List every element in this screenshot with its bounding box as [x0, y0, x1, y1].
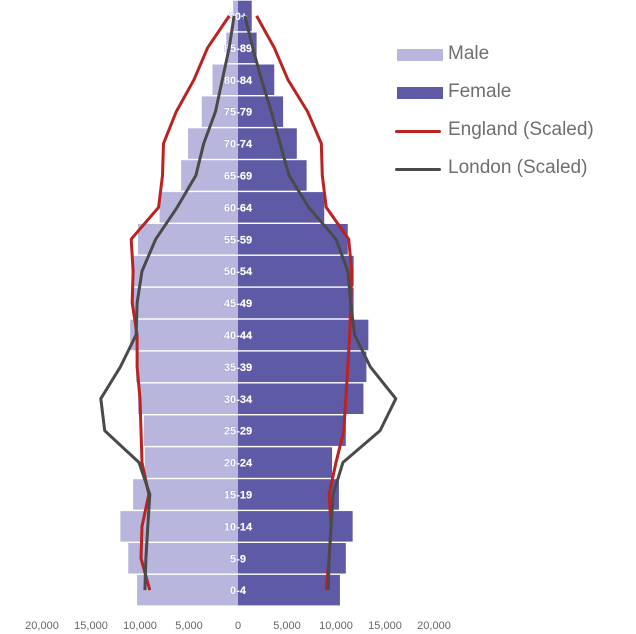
- age-label: 10-14: [224, 521, 253, 533]
- x-tick-label: 20,000: [25, 620, 59, 632]
- age-label: 15-19: [224, 489, 252, 501]
- x-tick-label: 5,000: [273, 620, 301, 632]
- age-label: 50-54: [224, 266, 253, 278]
- age-label: 25-29: [224, 426, 252, 438]
- age-label: 75-79: [224, 107, 252, 119]
- x-tick-label: 20,000: [417, 620, 451, 632]
- age-label: 20-24: [224, 458, 253, 470]
- age-label: 80-84: [224, 75, 253, 87]
- age-label: 70-74: [224, 139, 253, 151]
- bar-male-10-14: [120, 511, 238, 542]
- bar-male-90+: [233, 0, 238, 32]
- bar-male-40-44: [130, 319, 238, 351]
- bar-female-0-4: [238, 574, 340, 606]
- x-axis-ticks: 20,000 15,000 10,000 5,000 0 5,000 10,000 15,00…: [25, 620, 451, 632]
- bar-male-30-34: [138, 383, 238, 414]
- bar-male-45-49: [133, 287, 238, 319]
- bar-female-15-19: [238, 479, 339, 510]
- legend-line-london: [395, 168, 441, 171]
- legend-label-london: London (Scaled): [448, 157, 588, 178]
- x-tick-label: 0: [235, 620, 241, 632]
- age-label: 5-9: [230, 553, 246, 565]
- bar-male-35-39: [136, 351, 238, 383]
- bar-female-10-14: [238, 511, 353, 542]
- bar-male-0-4: [137, 574, 238, 606]
- bar-female-25-29: [238, 415, 346, 446]
- age-label: 55-59: [224, 234, 252, 246]
- bar-female-45-49: [238, 287, 354, 319]
- x-tick-label: 10,000: [319, 620, 353, 632]
- legend-label-england: England (Scaled): [448, 119, 594, 140]
- bar-female-20-24: [238, 447, 333, 478]
- line-london-male: [99, 15, 236, 591]
- bar-female-30-34: [238, 383, 364, 414]
- bar-female-35-39: [238, 351, 367, 383]
- bar-male-85-89: [226, 32, 238, 64]
- bar-male-70-74: [188, 128, 238, 159]
- legend-line-england: [395, 130, 441, 133]
- x-tick-label: 15,000: [74, 620, 108, 632]
- line-london-female: [243, 15, 398, 591]
- bar-male-60-64: [159, 192, 238, 223]
- legend-label-male: Male: [448, 43, 490, 64]
- bar-group: [120, 0, 369, 606]
- legend-swatch-male: [397, 49, 443, 61]
- legend-label-female: Female: [448, 81, 512, 102]
- bar-female-40-44: [238, 319, 369, 351]
- age-label: 40-44: [224, 330, 253, 342]
- bar-female-80-84: [238, 64, 275, 95]
- bar-female-55-59: [238, 224, 348, 255]
- age-label: 35-39: [224, 362, 252, 374]
- legend-swatch-female: [397, 87, 443, 99]
- x-tick-label: 15,000: [368, 620, 402, 632]
- bar-male-50-54: [132, 255, 238, 287]
- bar-male-75-79: [201, 96, 238, 127]
- x-tick-label: 5,000: [175, 620, 203, 632]
- age-label: 45-49: [224, 298, 252, 310]
- x-tick-label: 10,000: [123, 620, 157, 632]
- bar-male-20-24: [144, 447, 238, 478]
- bar-female-70-74: [238, 128, 297, 159]
- line-group: [99, 15, 398, 591]
- age-label: 65-69: [224, 170, 252, 182]
- age-label: 60-64: [224, 202, 253, 214]
- bar-male-25-29: [143, 415, 238, 446]
- age-group-labels: 0-4 5-9 10-14 15-19 20-24 25-29 30-34 35-39 40-4…: [224, 11, 254, 598]
- bar-female-50-54: [238, 255, 354, 287]
- age-label: 30-34: [224, 394, 253, 406]
- age-label: 0-4: [230, 585, 247, 597]
